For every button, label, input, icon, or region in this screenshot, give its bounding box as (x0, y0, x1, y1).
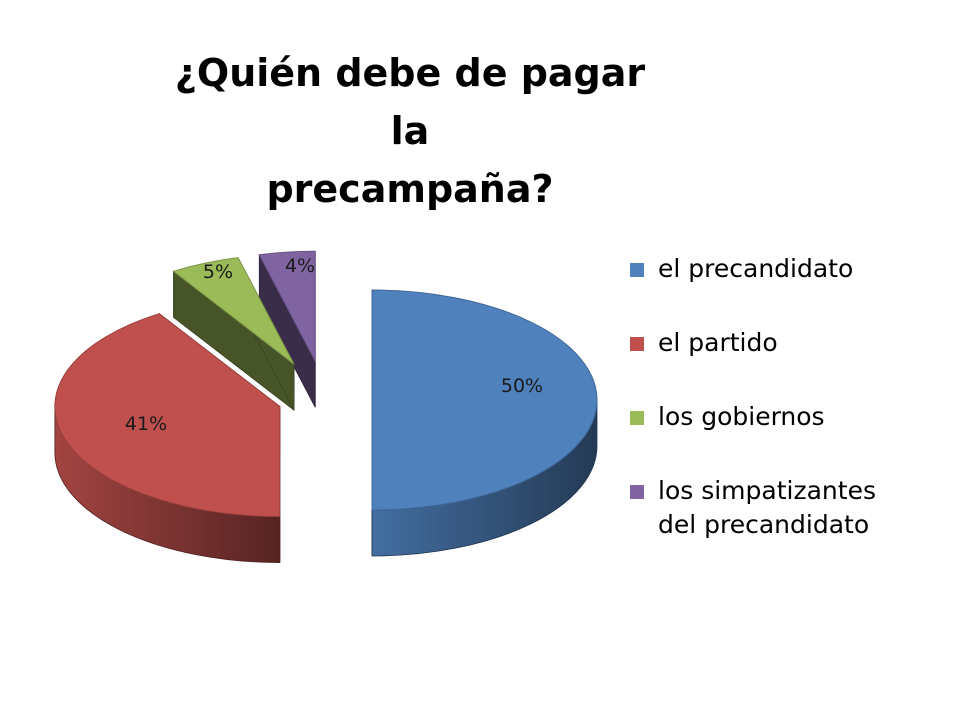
chart-legend: el precandidato el partido los gobiernos… (630, 252, 950, 582)
pie-label-los-simpatizantes-del-precandidato: 4% (285, 255, 315, 277)
legend-item-el-precandidato: el precandidato (630, 252, 950, 286)
legend-label: los simpatizantes del precandidato (658, 476, 876, 539)
legend-label: los gobiernos (658, 402, 825, 431)
pie-slice-el-precandidato (371, 289, 598, 557)
pie-slice-el-partido (54, 312, 281, 563)
legend-item-los-gobiernos: los gobiernos (630, 400, 950, 434)
pie-slice-los-simpatizantes-del-precandidato (258, 250, 316, 408)
legend-label: el precandidato (658, 254, 854, 283)
pie-slice-los-gobiernos (172, 257, 295, 412)
pie-slices (54, 250, 598, 563)
legend-swatch (630, 411, 644, 425)
pie-label-el-partido: 41% (125, 413, 167, 435)
pie-chart: 50% 41% 5% 4% (54, 250, 598, 563)
chart-title-line-1: ¿Quién debe de pagar la (174, 51, 646, 153)
chart-title-line-2: precampaña? (266, 167, 554, 211)
legend-item-los-simpatizantes: los simpatizantes del precandidato (630, 474, 950, 542)
legend-swatch (630, 485, 644, 499)
legend-label: el partido (658, 328, 778, 357)
chart-title: ¿Quién debe de pagar la precampaña? (150, 44, 670, 218)
pie-labels: 50% 41% 5% 4% (125, 255, 543, 435)
pie-label-el-precandidato: 50% (501, 375, 543, 397)
legend-swatch (630, 337, 644, 351)
pie-label-los-gobiernos: 5% (203, 261, 233, 283)
legend-swatch (630, 263, 644, 277)
legend-item-el-partido: el partido (630, 326, 950, 360)
